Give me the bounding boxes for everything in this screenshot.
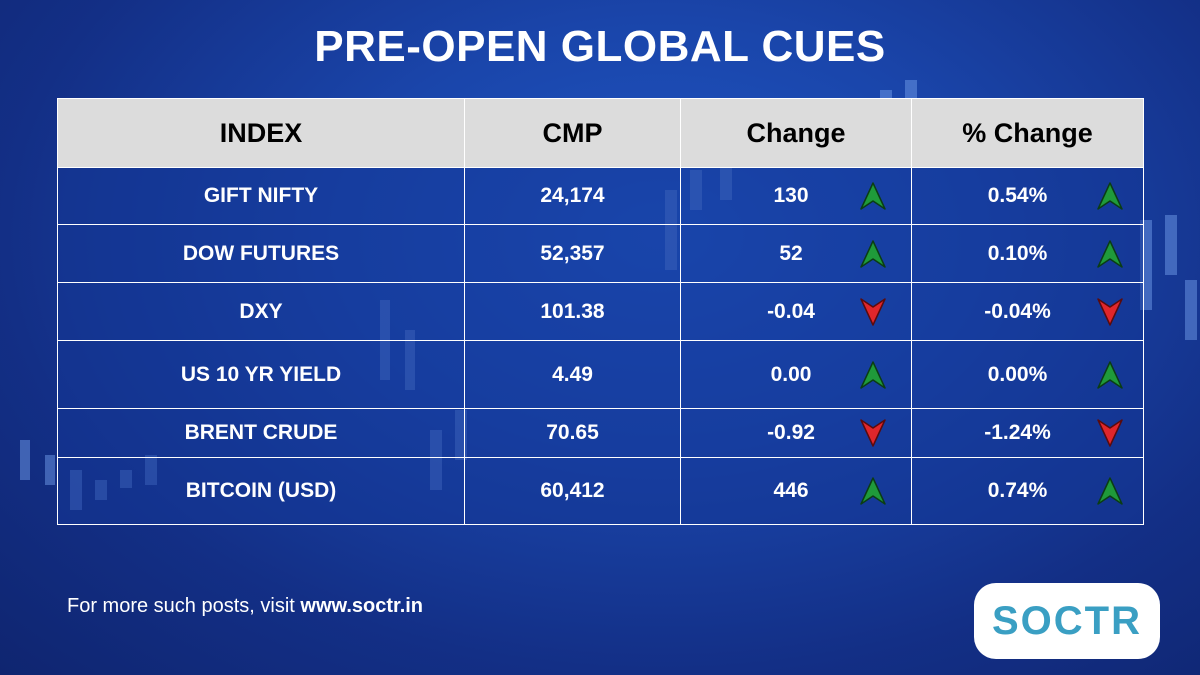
down-triangle-icon — [859, 418, 887, 448]
index-cell: US 10 YR YIELD — [57, 340, 465, 409]
pct-change-cell: 0.10% — [911, 224, 1144, 283]
table-row: DXY 101.38 -0.04 -0.04% — [57, 282, 1144, 341]
soctr-logo: SOCTR — [974, 583, 1160, 659]
header-index: INDEX — [57, 98, 465, 168]
table-row: BRENT CRUDE 70.65 -0.92 -1.24% — [57, 408, 1144, 458]
footer-text: For more such posts, visit www.soctr.in — [67, 595, 423, 618]
up-triangle-icon — [859, 181, 887, 211]
up-triangle-icon — [1096, 476, 1124, 506]
up-triangle-icon — [1096, 239, 1124, 269]
index-cell: GIFT NIFTY — [57, 167, 465, 225]
table-row: DOW FUTURES 52,357 52 0.10% — [57, 224, 1144, 283]
up-triangle-icon — [859, 239, 887, 269]
up-triangle-icon — [859, 360, 887, 390]
pct-change-cell: 0.54% — [911, 167, 1144, 225]
cmp-cell: 52,357 — [464, 224, 681, 283]
table-row: GIFT NIFTY 24,174 130 0.54% — [57, 167, 1144, 225]
index-cell: DOW FUTURES — [57, 224, 465, 283]
pct-change-cell: 0.74% — [911, 457, 1144, 525]
up-triangle-icon — [859, 476, 887, 506]
global-cues-table: INDEX CMP Change % Change GIFT NIFTY 24,1… — [57, 98, 1144, 525]
footer-link[interactable]: www.soctr.in — [300, 595, 424, 617]
cmp-cell: 4.49 — [464, 340, 681, 409]
table-row: BITCOIN (USD) 60,412 446 0.74% — [57, 457, 1144, 525]
up-triangle-icon — [1096, 181, 1124, 211]
down-triangle-icon — [859, 297, 887, 327]
pct-change-cell: -0.04% — [911, 282, 1144, 341]
cmp-cell: 101.38 — [464, 282, 681, 341]
up-triangle-icon — [1096, 360, 1124, 390]
cmp-cell: 70.65 — [464, 408, 681, 458]
table-row: US 10 YR YIELD 4.49 0.00 0.00% — [57, 340, 1144, 409]
header-pct-change: % Change — [911, 98, 1144, 168]
index-cell: BITCOIN (USD) — [57, 457, 465, 525]
change-cell: 130 — [680, 167, 912, 225]
index-cell: BRENT CRUDE — [57, 408, 465, 458]
cmp-cell: 24,174 — [464, 167, 681, 225]
change-cell: 446 — [680, 457, 912, 525]
down-triangle-icon — [1096, 297, 1124, 327]
page-title: PRE-OPEN GLOBAL CUES — [314, 22, 886, 71]
cmp-cell: 60,412 — [464, 457, 681, 525]
table-header-row: INDEX CMP Change % Change — [57, 98, 1144, 168]
change-cell: 0.00 — [680, 340, 912, 409]
header-change: Change — [680, 98, 912, 168]
pct-change-cell: -1.24% — [911, 408, 1144, 458]
change-cell: 52 — [680, 224, 912, 283]
index-cell: DXY — [57, 282, 465, 341]
footer-prefix: For more such posts, visit — [67, 595, 301, 617]
pct-change-cell: 0.00% — [911, 340, 1144, 409]
change-cell: -0.92 — [680, 408, 912, 458]
header-cmp: CMP — [464, 98, 681, 168]
change-cell: -0.04 — [680, 282, 912, 341]
down-triangle-icon — [1096, 418, 1124, 448]
